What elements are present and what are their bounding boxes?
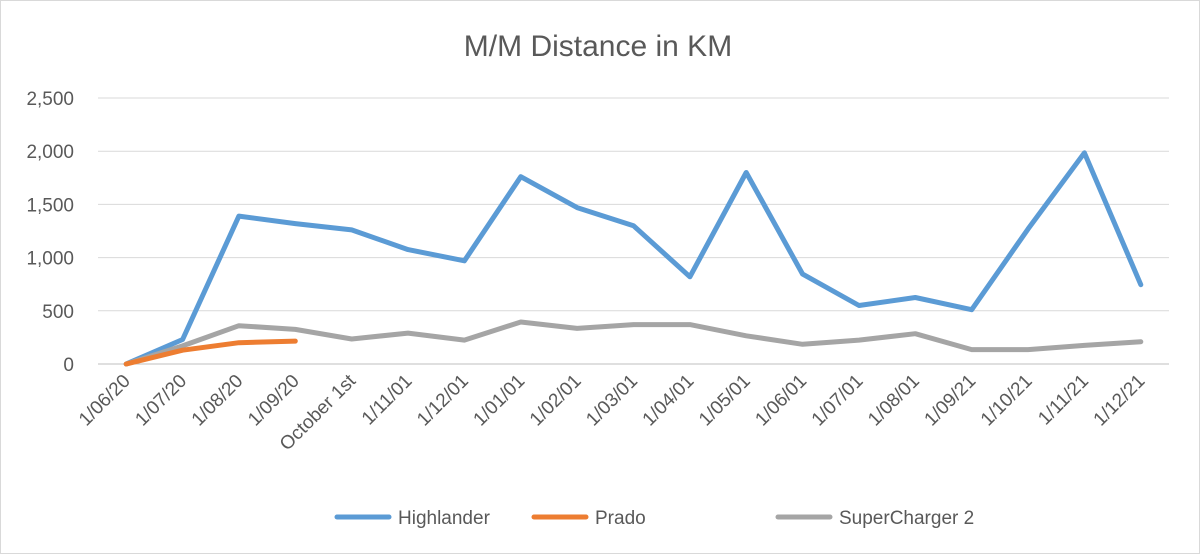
series-lines	[126, 153, 1141, 364]
x-tick-label: 1/02/01	[526, 371, 586, 431]
x-tick-label: 1/08/20	[188, 371, 248, 431]
x-tick-label: 1/10/21	[977, 371, 1037, 431]
x-tick-label: 1/07/20	[131, 371, 191, 431]
y-tick-label: 500	[42, 302, 74, 323]
y-tick-label: 0	[63, 355, 74, 376]
legend-label: SuperCharger 2	[839, 508, 974, 529]
legend-item-prado: Prado	[534, 508, 646, 529]
x-tick-label: 1/04/01	[639, 371, 699, 431]
y-axis-ticks: 0 500 1,000 1,500 2,000 2,500	[26, 89, 74, 376]
x-tick-label: 1/12/21	[1090, 371, 1150, 431]
x-tick-label: 1/11/01	[358, 371, 417, 430]
y-tick-label: 2,500	[26, 89, 74, 110]
series-line-highlander	[126, 153, 1141, 364]
x-tick-label: 1/06/01	[751, 371, 811, 431]
x-tick-label: 1/08/01	[864, 371, 924, 431]
x-tick-label: 1/05/01	[695, 371, 755, 431]
legend-item-highlander: Highlander	[337, 508, 491, 529]
x-tick-label: 1/01/01	[470, 371, 530, 431]
legend-item-supercharger-2: SuperCharger 2	[778, 508, 974, 529]
y-tick-label: 2,000	[26, 142, 74, 163]
x-tick-label: 1/11/21	[1034, 371, 1093, 430]
y-tick-label: 1,000	[26, 249, 74, 270]
x-tick-label: 1/09/21	[921, 371, 981, 431]
y-tick-label: 1,500	[26, 195, 74, 216]
legend-label: Prado	[595, 508, 646, 529]
x-tick-label: 1/03/01	[582, 371, 642, 431]
chart-title: M/M Distance in KM	[464, 30, 732, 63]
x-tick-label: 1/12/01	[413, 371, 473, 431]
legend-label: Highlander	[398, 508, 491, 529]
x-tick-label: 1/07/01	[808, 371, 868, 431]
legend: Highlander Prado SuperCharger 2	[337, 508, 974, 529]
x-tick-label: 1/06/20	[75, 371, 135, 431]
